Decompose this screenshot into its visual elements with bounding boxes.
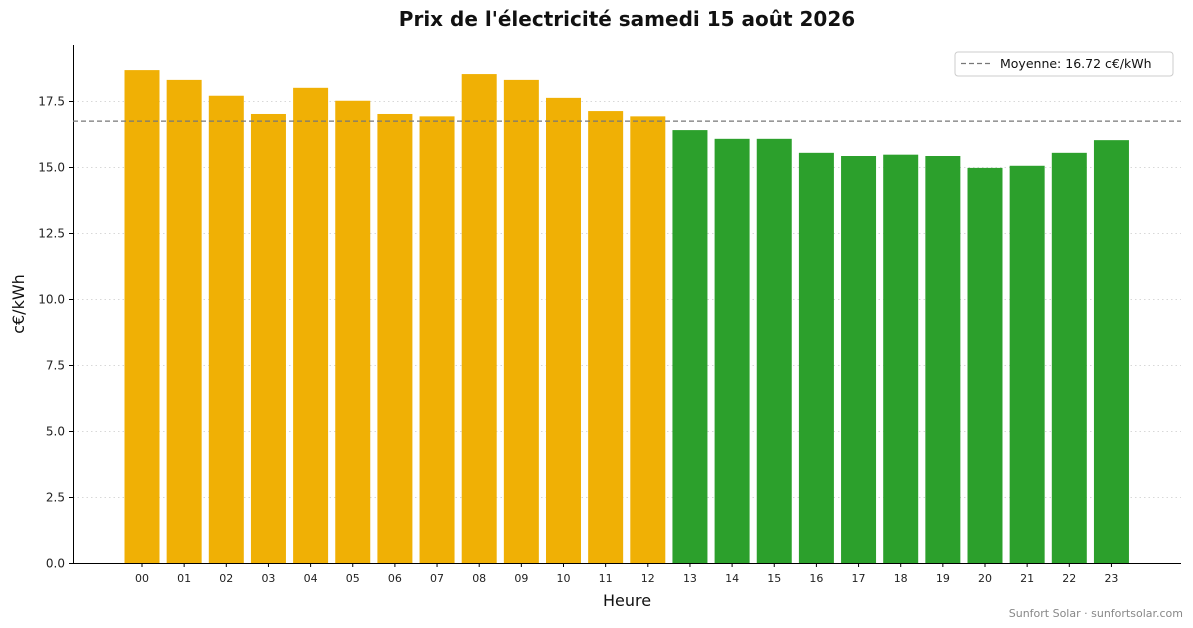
- x-tick-label: 12: [641, 572, 655, 585]
- x-tick-label: 09: [514, 572, 528, 585]
- bar-02: [208, 95, 244, 563]
- legend-box: [954, 51, 1174, 77]
- x-tick-label: 00: [135, 572, 149, 585]
- x-tick-label: 06: [388, 572, 402, 585]
- bar-18: [883, 154, 919, 563]
- bar-21: [1009, 165, 1045, 563]
- x-tick-label: 04: [304, 572, 318, 585]
- bar-17: [841, 156, 877, 563]
- x-tick-label: 03: [261, 572, 275, 585]
- legend-label: Moyenne: 16.72 c€/kWh: [1000, 56, 1152, 71]
- y-tick-label: 7.5: [46, 359, 65, 373]
- bar-07: [419, 116, 455, 563]
- x-tick-label: 17: [852, 572, 866, 585]
- y-tick-label: 10.0: [38, 293, 65, 307]
- x-tick-label: 18: [894, 572, 908, 585]
- bar-19: [925, 156, 961, 563]
- y-axis-label: c€/kWh: [9, 274, 28, 334]
- bar-06: [377, 113, 413, 563]
- bar-11: [588, 111, 624, 564]
- x-tick-label: 22: [1062, 572, 1076, 585]
- chart-title: Prix de l'électricité samedi 15 août 202…: [399, 7, 855, 31]
- credit-text: Sunfort Solar · sunfortsolar.com: [1009, 607, 1183, 620]
- x-tick-label: 10: [557, 572, 571, 585]
- x-tick-label: 11: [599, 572, 613, 585]
- bar-23: [1093, 140, 1129, 563]
- bar-22: [1051, 152, 1087, 564]
- y-tick-label: 12.5: [38, 227, 65, 241]
- x-tick-label: 07: [430, 572, 444, 585]
- bars-group: [124, 70, 1129, 564]
- bar-00: [124, 70, 160, 563]
- x-tick-label: 05: [346, 572, 360, 585]
- bar-05: [335, 100, 371, 563]
- x-tick-label: 23: [1104, 572, 1118, 585]
- y-tick-label: 17.5: [38, 95, 65, 109]
- x-tick-label: 20: [978, 572, 992, 585]
- x-tick-label: 01: [177, 572, 191, 585]
- y-tick-label: 15.0: [38, 161, 65, 175]
- x-tick-label: 14: [725, 572, 739, 585]
- bar-12: [630, 116, 666, 563]
- legend: Moyenne: 16.72 c€/kWh: [954, 51, 1174, 77]
- bar-09: [503, 79, 539, 563]
- bar-16: [798, 152, 834, 564]
- bar-10: [546, 97, 581, 563]
- y-tick-label: 0.0: [46, 557, 65, 571]
- bar-14: [714, 138, 750, 564]
- x-tick-label: 02: [219, 572, 233, 585]
- x-tick-label: 13: [683, 572, 697, 585]
- x-tick-label: 21: [1020, 572, 1034, 585]
- x-tick-label: 15: [767, 572, 781, 585]
- y-tick-label: 5.0: [46, 425, 65, 439]
- x-tick-label: 16: [809, 572, 823, 585]
- x-tick-label: 19: [936, 572, 950, 585]
- bar-03: [250, 113, 286, 563]
- bar-04: [293, 87, 329, 564]
- y-ticks: 0.0 2.5 5.0 7.5 10.0 12.5 15.0 17.5: [38, 95, 73, 571]
- bar-13: [672, 130, 708, 563]
- bar-20: [967, 167, 1003, 563]
- x-axis-label: Heure: [603, 591, 651, 610]
- x-tick-label: 08: [472, 572, 486, 585]
- bar-15: [756, 138, 792, 564]
- y-tick-label: 2.5: [46, 491, 65, 505]
- bar-08: [461, 74, 497, 564]
- bar-01: [166, 79, 202, 563]
- x-ticks: 00 01 02 03 04 05 06 07 08 09 10 11 12 13 14 15 16 17 18 19…: [135, 563, 1118, 585]
